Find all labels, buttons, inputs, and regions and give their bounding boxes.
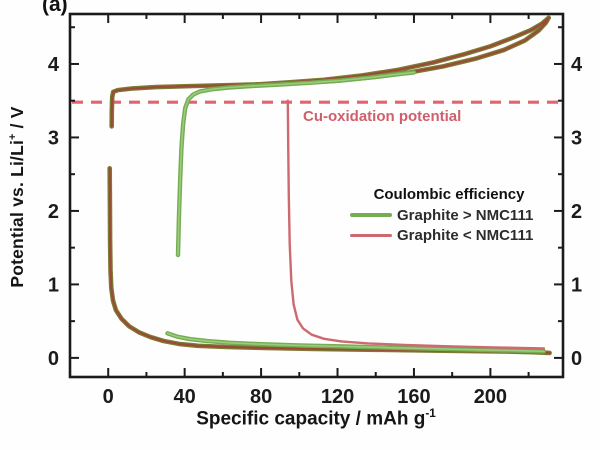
cu-oxidation-annotation: Cu-oxidation potential <box>303 108 462 125</box>
legend-item-label: Graphite > NMC111 <box>397 206 534 224</box>
series-core-graphite-gt-nmc111-anode-low <box>166 332 545 353</box>
y-tick-label-right: 4 <box>571 54 583 76</box>
y-tick-label-left: 2 <box>48 201 59 223</box>
x-tick-label: 80 <box>250 386 272 408</box>
x-tick-label: 200 <box>474 386 507 408</box>
legend-swatch-red-line <box>350 233 392 237</box>
legend-swatch-green-line <box>350 213 392 217</box>
y-tick-label-left: 1 <box>48 274 59 296</box>
figure-label: (a) <box>42 0 68 16</box>
y-axis-title-sup: + <box>7 133 20 140</box>
x-axis-title: Specific capacity / mAh g-1 <box>116 407 516 430</box>
y-tick-label-right: 3 <box>571 127 582 149</box>
x-tick-label: 120 <box>321 386 354 408</box>
y-axis-title-text: Potential vs. Li/Li <box>7 139 27 288</box>
y-tick-label-left: 4 <box>48 54 60 76</box>
y-tick-label-right: 2 <box>571 201 582 223</box>
legend: Coulombic efficiency Graphite > NMC111 G… <box>345 186 553 245</box>
x-axis-title-text: Specific capacity / mAh g <box>196 408 426 430</box>
x-tick-label: 0 <box>103 386 114 408</box>
series-core-full-cell-charge-discharge-loop <box>110 16 550 128</box>
series-graphite-lt-nmc111-anode-drop <box>286 99 546 350</box>
y-axis-title: Potential vs. Li/Li+ / V <box>7 27 31 367</box>
y-tick-label-left: 3 <box>48 127 59 149</box>
y-tick-label-left: 0 <box>48 348 59 370</box>
x-axis-title-sup: -1 <box>425 407 436 420</box>
series-core-graphite-gt-nmc111-anode-rise <box>177 71 415 256</box>
plot-frame <box>68 12 565 379</box>
legend-item-label: Graphite < NMC111 <box>397 226 534 244</box>
x-tick-label: 40 <box>174 386 196 408</box>
legend-item-graphite-lt-nmc111: Graphite < NMC111 <box>345 225 553 245</box>
x-tick-label: 160 <box>397 386 430 408</box>
y-axis-title-units: / V <box>7 106 27 134</box>
y-tick-label-right: 0 <box>571 348 582 370</box>
legend-item-graphite-gt-nmc111: Graphite > NMC111 <box>345 205 553 225</box>
y-tick-label-right: 1 <box>571 274 582 296</box>
legend-title: Coulombic efficiency <box>373 186 525 203</box>
